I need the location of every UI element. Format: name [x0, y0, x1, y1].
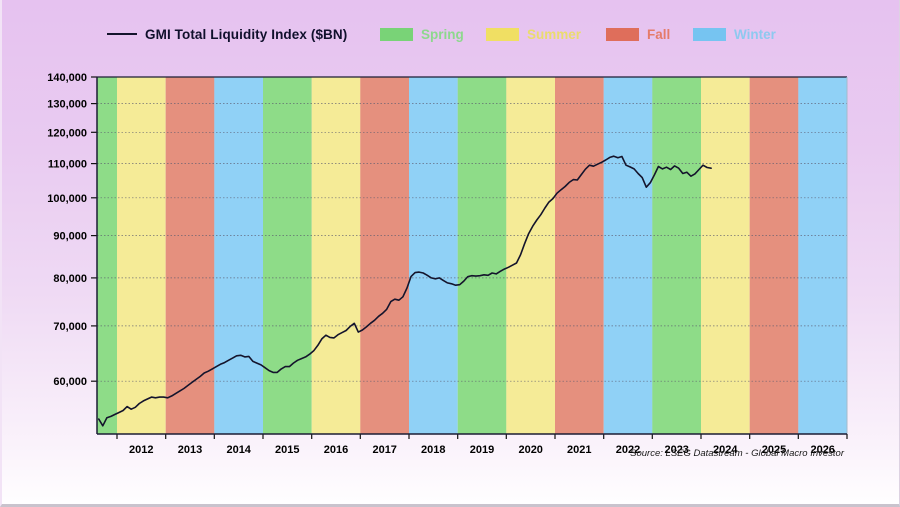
svg-text:2020: 2020: [518, 444, 542, 456]
svg-text:2023: 2023: [664, 444, 688, 456]
svg-text:2016: 2016: [324, 444, 348, 456]
legend-item-winter: Winter: [693, 26, 776, 42]
summer-label: Summer: [527, 26, 582, 42]
summer-swatch-icon: [486, 27, 519, 41]
svg-text:2017: 2017: [372, 444, 396, 456]
legend-item-spring: Spring: [380, 26, 464, 42]
series-legend-item: GMI Total Liquidity Index ($BN): [107, 26, 347, 42]
legend-item-summer: Summer: [486, 26, 581, 42]
spring-label: Spring: [421, 26, 464, 42]
svg-text:2014: 2014: [226, 444, 251, 456]
winter-swatch-icon: [693, 27, 726, 41]
series-line-icon: [107, 33, 137, 35]
chart-title: GMI Total Liquidity Index ($BN): [145, 26, 348, 42]
svg-text:2022: 2022: [616, 444, 640, 456]
source-note: Source: LSEG Datastream - Global Macro I…: [630, 448, 844, 459]
svg-text:140,000: 140,000: [47, 72, 87, 84]
svg-text:2015: 2015: [275, 444, 299, 456]
legend-item-fall: Fall: [606, 26, 670, 42]
svg-text:80,000: 80,000: [53, 273, 87, 285]
svg-text:2025: 2025: [762, 444, 786, 456]
svg-text:2013: 2013: [178, 444, 202, 456]
svg-text:2021: 2021: [567, 444, 591, 456]
fall-label: Fall: [647, 26, 671, 42]
chart-legend: GMI Total Liquidity Index ($BN) Spring S…: [2, 26, 899, 44]
svg-text:120,000: 120,000: [47, 127, 87, 139]
svg-text:100,000: 100,000: [47, 193, 87, 205]
fall-swatch-icon: [606, 27, 639, 41]
svg-text:70,000: 70,000: [53, 321, 87, 333]
svg-text:2026: 2026: [810, 444, 834, 456]
svg-text:2018: 2018: [421, 444, 445, 456]
spring-swatch-icon: [380, 27, 413, 41]
svg-text:110,000: 110,000: [48, 159, 87, 171]
svg-text:2012: 2012: [129, 444, 153, 456]
svg-text:60,000: 60,000: [53, 376, 87, 388]
svg-text:130,000: 130,000: [47, 99, 87, 111]
svg-text:90,000: 90,000: [53, 231, 87, 243]
winter-label: Winter: [734, 26, 776, 42]
svg-text:2024: 2024: [713, 444, 738, 456]
svg-text:2019: 2019: [470, 444, 494, 456]
